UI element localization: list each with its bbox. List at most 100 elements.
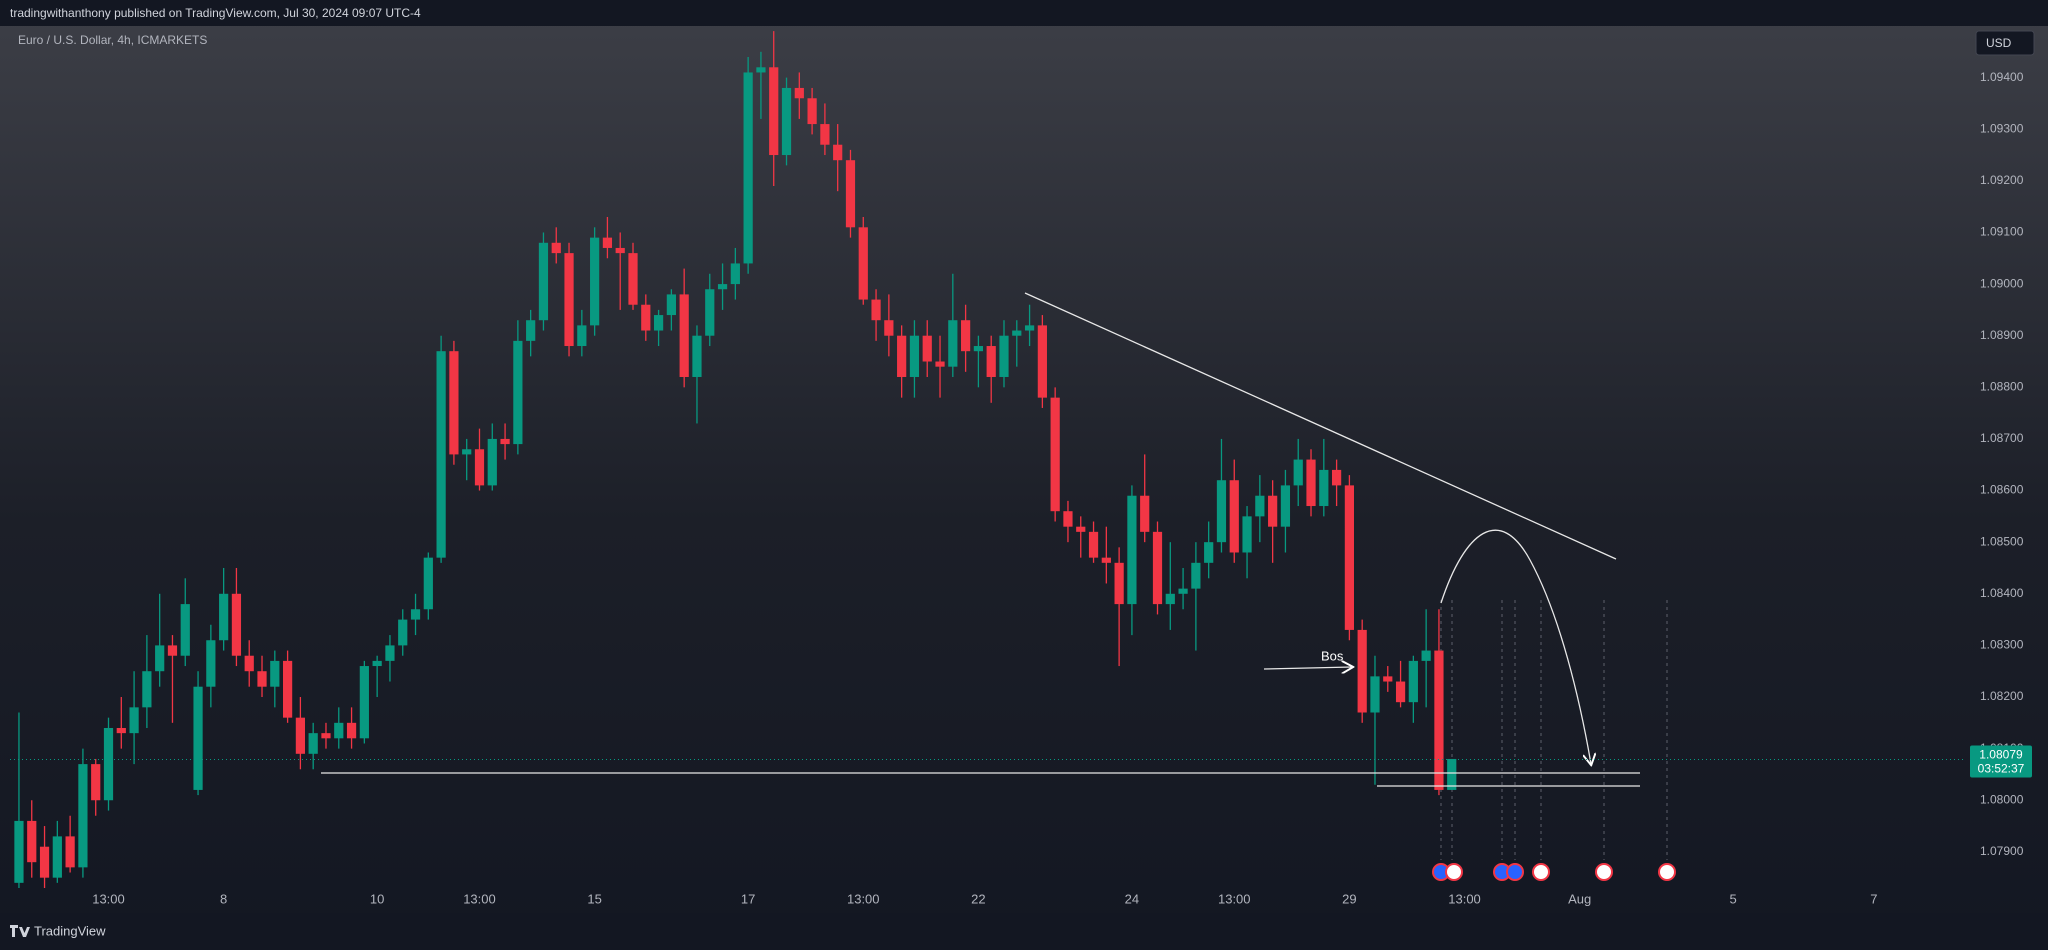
x-tick-label: 13:00 (847, 891, 880, 906)
candle-body (1063, 511, 1073, 527)
candle-body (999, 335, 1009, 377)
candle-body (1408, 660, 1418, 703)
candle-body (922, 335, 932, 362)
candle-body (986, 346, 996, 377)
candle-body (1434, 650, 1444, 790)
candle-body (1421, 650, 1431, 661)
candle-body (756, 67, 766, 73)
y-tick-label: 1.09000 (1980, 276, 2024, 290)
candle-body (308, 733, 318, 754)
candle-body (1101, 557, 1111, 563)
event-icons (1432, 863, 1676, 881)
candle-body (769, 67, 779, 156)
x-tick-label: 22 (971, 891, 985, 906)
candle-body (1127, 495, 1137, 605)
drawings (321, 292, 1640, 787)
candle-body (845, 160, 856, 228)
candle-body (897, 335, 907, 377)
candle-body (449, 351, 459, 455)
candle-body (1319, 469, 1329, 507)
currency: USD (1986, 36, 2012, 50)
candle-body (231, 593, 242, 656)
candle-body (602, 237, 613, 248)
candle-body (78, 764, 88, 868)
x-tick-label: 8 (220, 891, 227, 906)
x-tick-label: 17 (741, 891, 755, 906)
event-icon[interactable] (1595, 863, 1613, 881)
candle-body (679, 294, 689, 377)
publisher: tradingwithanthony published on TradingV… (10, 6, 421, 20)
candle-body (513, 340, 523, 445)
candle-body (692, 335, 702, 377)
candle-body (1268, 495, 1278, 527)
candle-body (526, 320, 536, 341)
event-icon[interactable] (1445, 863, 1463, 881)
candle-body (257, 671, 267, 687)
x-tick-label: 10 (370, 891, 384, 906)
candle-body (666, 294, 676, 316)
candle-body (129, 707, 139, 734)
candle-body (321, 733, 331, 739)
candle-body (180, 604, 190, 656)
candle-body (884, 320, 894, 336)
bos-arrow[interactable] (1263, 667, 1352, 669)
candle-body (1229, 480, 1239, 553)
candle-body (1114, 562, 1124, 605)
candle-body (1280, 485, 1291, 527)
annotation: Bos (1321, 648, 1344, 663)
x-tick-label: 13:00 (1218, 891, 1251, 906)
candle-body (1395, 681, 1406, 703)
candle-body (1344, 485, 1354, 630)
candle-body (487, 438, 497, 486)
candle-body (372, 660, 382, 667)
candle-body (961, 320, 971, 352)
candle-body (1165, 593, 1175, 605)
candle-body (1024, 325, 1035, 331)
event-icon[interactable] (1532, 863, 1550, 881)
y-tick-label: 1.08300 (1980, 638, 2024, 652)
candle-body (282, 660, 293, 718)
y-tick-label: 1.09400 (1980, 70, 2024, 84)
candle-body (1242, 516, 1252, 553)
candle-body (564, 253, 574, 347)
candle-body (1293, 459, 1303, 486)
candle-body (206, 640, 216, 687)
y-tick-label: 1.09200 (1980, 173, 2024, 187)
candle-body (1152, 531, 1163, 605)
candles (14, 31, 1457, 888)
y-tick-label: 1.07900 (1980, 844, 2024, 858)
candle-body (590, 237, 600, 326)
candle-body (219, 593, 229, 641)
candle-body (1370, 676, 1380, 713)
candle-body (743, 72, 753, 264)
candle-body (833, 144, 843, 161)
trend-line[interactable] (1024, 292, 1617, 560)
candle-body (1216, 480, 1227, 543)
x-tick-label: 13:00 (1448, 891, 1481, 906)
event-icon[interactable] (1658, 863, 1676, 881)
candle-body (359, 666, 369, 739)
projection-arrow[interactable] (1440, 529, 1591, 764)
candle-body (1037, 325, 1047, 398)
last-price-box (1970, 745, 2032, 778)
candle-body (1191, 562, 1201, 589)
candle-body (1140, 495, 1150, 532)
candle-body (398, 619, 408, 646)
currency-box[interactable] (1975, 30, 2035, 56)
candle-body (538, 242, 549, 321)
event-icon[interactable] (1506, 863, 1524, 881)
header-bar (0, 0, 2048, 26)
candle-body (14, 820, 24, 883)
y-tick-label: 1.09300 (1980, 121, 2024, 135)
y-tick-label: 1.08700 (1980, 431, 2024, 445)
candle-body (1447, 758, 1457, 790)
x-tick-label: 29 (1342, 891, 1356, 906)
x-tick-label: 13:00 (92, 891, 125, 906)
candle-body (948, 320, 958, 367)
y-tick-label: 1.08200 (1980, 689, 2024, 703)
y-tick-label: 1.08900 (1980, 328, 2024, 342)
y-tick-label: 1.09100 (1980, 225, 2024, 239)
candle-body (1306, 459, 1316, 507)
candle-body (551, 242, 561, 254)
